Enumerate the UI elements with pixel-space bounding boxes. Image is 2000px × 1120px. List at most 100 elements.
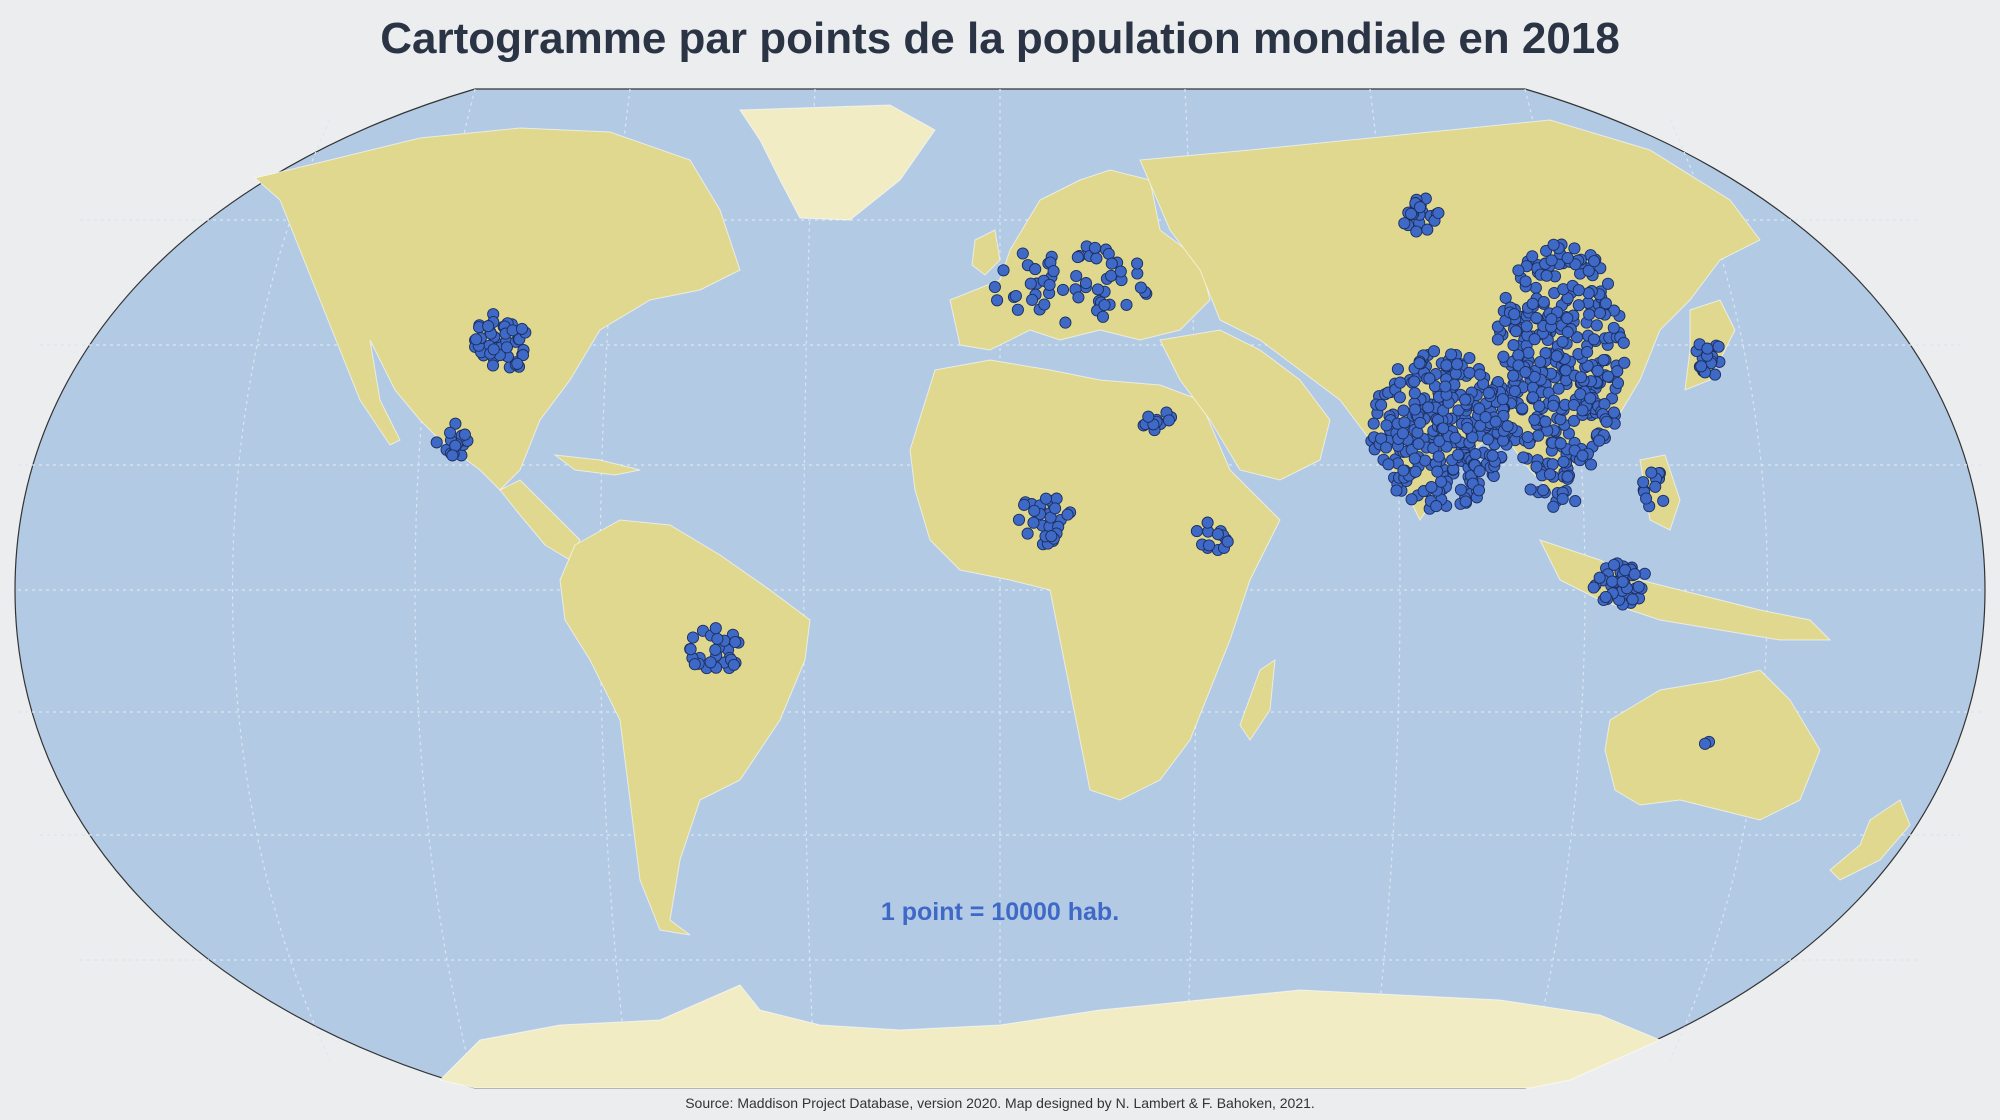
population-dot (1708, 368, 1722, 381)
population-dot (1507, 339, 1520, 352)
population-dot (1528, 333, 1541, 346)
population-dot (1581, 345, 1594, 359)
population-dot (704, 656, 717, 669)
population-dot (1618, 356, 1631, 369)
population-dot (1599, 590, 1612, 604)
population-dot (1061, 508, 1074, 521)
population-dot (686, 631, 700, 644)
population-dot (1509, 325, 1523, 338)
population-dot (500, 341, 513, 354)
population-dot (1547, 238, 1560, 251)
population-dot (482, 320, 495, 333)
source-note: Source: Maddison Project Database, versi… (685, 1095, 1315, 1111)
population-dot (727, 658, 740, 671)
population-dot (1540, 269, 1553, 282)
greenland (739, 104, 936, 221)
population-dot (1590, 319, 1603, 332)
population-dot (1569, 495, 1582, 508)
population-dot (1459, 393, 1472, 406)
population-dot (729, 635, 742, 649)
population-dot (1552, 382, 1565, 395)
population-dot (1445, 348, 1458, 361)
population-dot (1508, 308, 1521, 321)
population-dot (1545, 313, 1558, 326)
map-title: Cartogramme par points de la population … (380, 14, 1620, 63)
population-dot (1489, 415, 1502, 428)
population-dot (1028, 504, 1041, 517)
population-dot (1088, 241, 1102, 254)
population-dot (1587, 333, 1601, 346)
population-dot (1545, 254, 1558, 267)
population-dot (486, 359, 500, 372)
population-dot (1529, 281, 1542, 294)
population-dot (1512, 349, 1525, 362)
population-dot (1584, 392, 1597, 405)
population-dot (1021, 527, 1034, 540)
population-dot (1519, 275, 1532, 288)
population-dot (1593, 571, 1606, 584)
population-dot (1547, 399, 1560, 412)
population-dot (1628, 568, 1641, 581)
population-dot (1134, 281, 1147, 294)
population-dot (1469, 448, 1482, 461)
population-dot (1221, 535, 1234, 548)
population-dot (1473, 368, 1487, 381)
population-dot (1414, 416, 1427, 429)
population-dot (1481, 433, 1494, 446)
population-dot (1120, 298, 1133, 311)
population-dot (1497, 350, 1510, 363)
population-dot (1517, 451, 1530, 464)
population-dot (1616, 575, 1629, 588)
population-dot (1026, 293, 1039, 306)
population-dot (1380, 441, 1393, 454)
population-dot (1474, 419, 1487, 432)
population-dot (1463, 351, 1476, 365)
population-dot (1162, 414, 1175, 427)
population-dot (1413, 357, 1426, 370)
population-dot (1547, 500, 1560, 513)
population-dot (1449, 431, 1462, 444)
population-dot (1657, 494, 1670, 507)
population-dot (1059, 316, 1072, 329)
population-dot (1038, 298, 1051, 311)
population-dot (1583, 308, 1596, 321)
population-dot (991, 294, 1004, 307)
population-dot (1712, 340, 1725, 353)
population-dot (1561, 312, 1574, 325)
population-dot (1611, 365, 1624, 378)
population-dot (711, 632, 724, 645)
population-dot (1045, 530, 1058, 543)
population-dot (1427, 345, 1441, 358)
population-dot (1422, 401, 1435, 414)
population-dot (1576, 449, 1589, 462)
population-dot (1131, 267, 1144, 280)
population-dot (1626, 593, 1639, 606)
population-dot (1437, 422, 1450, 435)
population-dot (1012, 513, 1026, 526)
population-dot (515, 322, 529, 335)
population-dot (1561, 251, 1574, 265)
population-dot (1472, 484, 1486, 497)
population-dot (1499, 291, 1512, 304)
population-dot (1398, 416, 1411, 429)
population-dot (1539, 415, 1552, 428)
population-dot (1574, 371, 1588, 384)
population-dot (1430, 500, 1443, 513)
population-dot (1597, 353, 1610, 367)
population-dot (1532, 429, 1545, 442)
population-dot (1567, 414, 1581, 427)
population-dot (516, 349, 530, 362)
population-dot (1617, 336, 1630, 349)
population-dot (1410, 225, 1423, 238)
population-dot (1390, 484, 1403, 497)
population-dot (1142, 410, 1155, 423)
population-dot (458, 428, 471, 441)
population-dot (1598, 398, 1611, 411)
population-dot (1413, 201, 1427, 214)
population-dot (1071, 251, 1084, 264)
population-dot (1611, 376, 1625, 390)
population-dot (1486, 449, 1499, 462)
population-dot (1638, 567, 1651, 580)
population-dot (1556, 335, 1569, 348)
population-dot (1601, 277, 1615, 290)
